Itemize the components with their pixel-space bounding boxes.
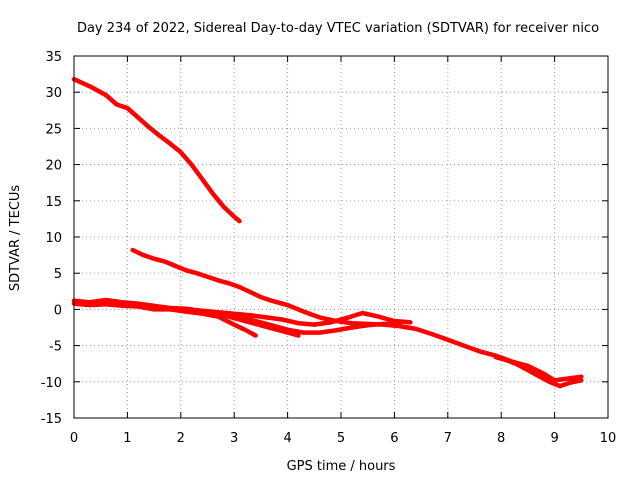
series-trace-5 [199,308,301,338]
y-tick-label: 20 [45,159,62,174]
y-tick-label: 25 [45,122,62,137]
x-tick-label: 5 [337,431,345,446]
y-tick-label: 0 [54,303,62,318]
y-tick-labels: -15 -10 -5 0 5 10 15 20 25 30 35 [41,50,62,427]
y-axis-title: SDTVAR / TECUs [8,185,23,292]
series-trace-4 [71,301,258,338]
x-axis-title: GPS time / hours [287,459,396,474]
y-tick-label: 15 [45,195,62,210]
x-tick-label: 9 [550,431,558,446]
x-tick-label: 3 [230,431,238,446]
x-tick-label: 1 [123,431,131,446]
x-tick-label: 8 [497,431,505,446]
chart-title: Day 234 of 2022, Sidereal Day-to-day VTE… [77,21,599,36]
series-trace-7 [493,354,584,389]
y-tick-label: 10 [45,231,62,246]
y-tick-label: 30 [45,86,62,101]
series-trace-1 [71,76,242,224]
y-tick-label: -10 [41,376,62,391]
y-tick-label: 35 [45,50,62,65]
y-tick-label: -15 [41,412,62,427]
x-tick-label: 7 [444,431,452,446]
series-trace-6 [237,314,402,335]
x-tick-label: 6 [390,431,398,446]
ticks [73,55,609,419]
x-tick-labels: 0 1 2 3 4 5 6 7 8 9 10 [70,431,616,446]
x-tick-label: 2 [177,431,185,446]
x-tick-label: 4 [283,431,291,446]
x-tick-label: 0 [70,431,78,446]
y-tick-label: 5 [54,267,62,282]
series-group [71,76,584,389]
y-tick-label: -5 [49,340,62,355]
grid [74,56,608,418]
series-trace-3 [71,297,413,327]
x-tick-label: 10 [600,431,617,446]
